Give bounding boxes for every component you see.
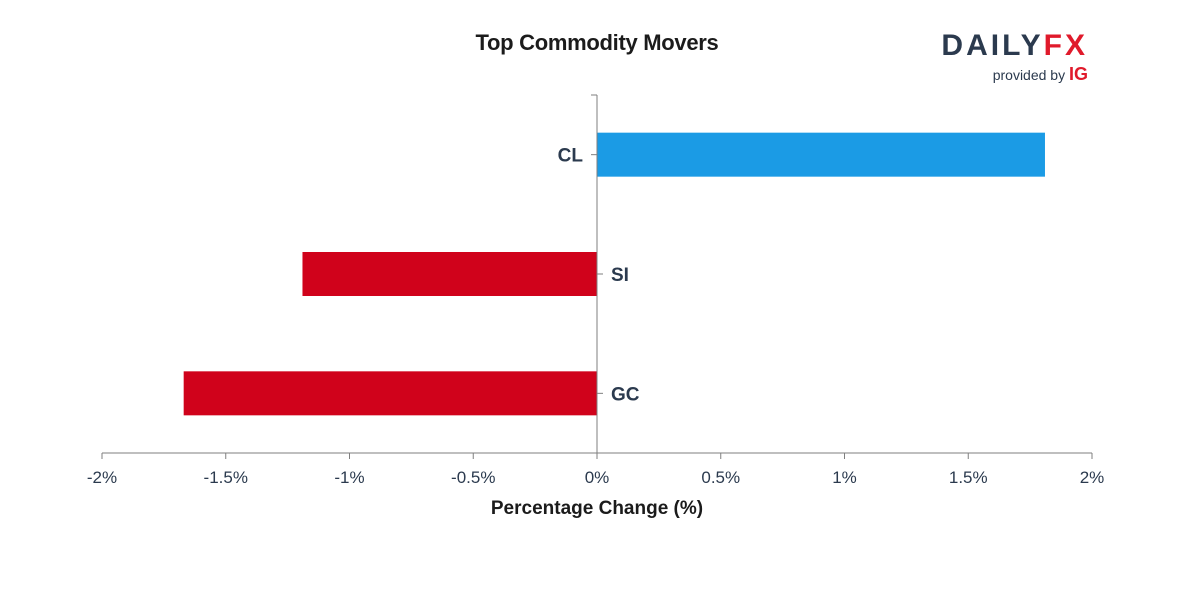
labels-group: CL SI GC -2% -1.5% -1% -0.5% 0% 0.5% 1% 1.5% 2% bbox=[87, 146, 1104, 487]
bar-gc[interactable] bbox=[183, 371, 598, 416]
logo-daily-text: DAILY bbox=[941, 29, 1044, 62]
category-label-si: SI bbox=[611, 265, 629, 286]
logo-ig-text: IG bbox=[1068, 64, 1088, 84]
x-tick-label: -0.5% bbox=[451, 468, 495, 487]
x-tick-label: -1.5% bbox=[204, 468, 248, 487]
logo-provided-by: provided by IG bbox=[928, 64, 1088, 85]
x-axis-title: Percentage Change (%) bbox=[491, 498, 703, 519]
category-label-gc: GC bbox=[611, 384, 640, 405]
x-tick-label: 2% bbox=[1080, 468, 1105, 487]
bar-si[interactable] bbox=[302, 252, 597, 296]
x-tick-label: 1.5% bbox=[949, 468, 988, 487]
bars-group bbox=[183, 132, 1045, 416]
x-tick-label: 0% bbox=[585, 468, 610, 487]
dailyfx-logo[interactable]: DAILYFX provided by IG bbox=[928, 30, 1088, 85]
chart-title: Top Commodity Movers bbox=[475, 30, 719, 55]
x-tick-label: -2% bbox=[87, 468, 117, 487]
x-tick-label: 0.5% bbox=[701, 468, 740, 487]
category-label-cl: CL bbox=[558, 146, 584, 167]
axes-group bbox=[101, 94, 1093, 459]
x-tick-label: -1% bbox=[334, 468, 364, 487]
logo-provided-by-text: provided by bbox=[992, 67, 1066, 83]
x-tick-label: 1% bbox=[832, 468, 857, 487]
logo-fx-text: FX bbox=[1043, 29, 1088, 62]
logo-wordmark: DAILYFX bbox=[928, 30, 1088, 62]
bar-cl[interactable] bbox=[597, 132, 1045, 177]
